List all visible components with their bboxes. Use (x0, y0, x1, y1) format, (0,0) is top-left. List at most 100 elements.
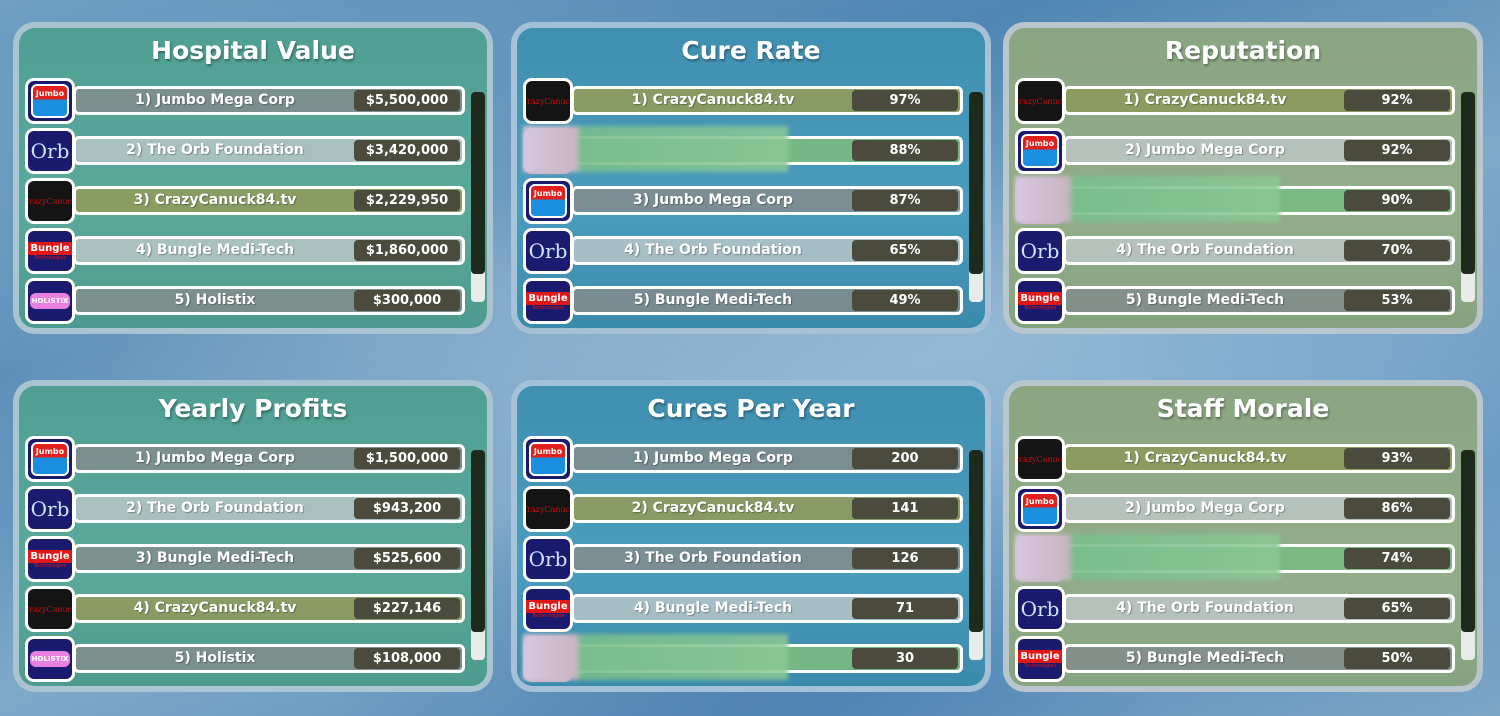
crazycanuck-logo-icon: CrazyCanuck (523, 96, 573, 106)
orb-logo-icon: Orb (30, 139, 70, 163)
leaderboard-row[interactable]: Orb 2) The Orb Foundation $943,200 (25, 486, 465, 532)
company-logo: CrazyCanuck (1015, 436, 1065, 482)
bungle-logo-icon: Bungle (526, 291, 570, 305)
leaderboard-panel: Cure Rate CrazyCanuck 1) CrazyCanuck84.t… (511, 22, 991, 334)
leaderboard-row[interactable]: CrazyCanuck 2) CrazyCanuck84.tv 141 (523, 486, 963, 532)
leaderboard-row[interactable]: CrazyCanuck 1) CrazyCanuck84.tv 97% (523, 78, 963, 124)
stat-value: 30 (852, 648, 958, 669)
leaderboard-row[interactable]: Jumbo 3) Jumbo Mega Corp 87% (523, 178, 963, 224)
bungle-logo-sub: Technologies (1023, 662, 1057, 669)
company-logo: CrazyCanuck (25, 586, 75, 632)
leaderboard-row[interactable]: 30 (523, 634, 963, 682)
panel-title: Cures Per Year (647, 394, 855, 423)
blurred-player-entry (523, 634, 788, 680)
leaderboard-row[interactable]: HOLISTIX 5) Holistix $108,000 (25, 636, 465, 682)
leaderboard-row[interactable]: 88% (523, 126, 963, 174)
panel-title: Hospital Value (151, 36, 355, 65)
company-name: 2) Jumbo Mega Corp (1125, 142, 1285, 158)
row-bar: 4) The Orb Foundation 65% (1063, 594, 1455, 623)
company-logo: Bungle Technologies (1015, 278, 1065, 324)
crazycanuck-logo-icon: CrazyCanuck (25, 196, 75, 206)
scrollbar-thumb[interactable] (471, 92, 485, 274)
leaderboard-row[interactable]: Bungle Technologies 5) Bungle Medi-Tech 5… (1015, 278, 1455, 324)
row-bar: 1) Jumbo Mega Corp $5,500,000 (73, 86, 465, 115)
leaderboard-panel: Hospital Value Jumbo 1) Jumbo Mega Corp … (13, 22, 493, 334)
leaderboard-row[interactable]: Orb 3) The Orb Foundation 126 (523, 536, 963, 582)
leaderboard-row[interactable]: Jumbo 1) Jumbo Mega Corp $1,500,000 (25, 436, 465, 482)
row-bar: 3) Bungle Medi-Tech $525,600 (73, 544, 465, 573)
company-name: 2) The Orb Foundation (126, 500, 304, 516)
row-bar: 2) CrazyCanuck84.tv 141 (571, 494, 963, 523)
row-bar: 2) Jumbo Mega Corp 86% (1063, 494, 1455, 523)
leaderboard-row[interactable]: Jumbo 1) Jumbo Mega Corp $5,500,000 (25, 78, 465, 124)
leaderboard-row[interactable]: HOLISTIX 5) Holistix $300,000 (25, 278, 465, 324)
leaderboard-row[interactable]: Bungle Technologies 5) Bungle Medi-Tech 5… (1015, 636, 1455, 682)
orb-logo-icon: Orb (1020, 597, 1060, 621)
company-logo: CrazyCanuck (1015, 78, 1065, 124)
company-logo: Orb (25, 128, 75, 174)
stat-value: 53% (1344, 290, 1450, 311)
scrollbar[interactable] (471, 92, 485, 302)
scrollbar-thumb[interactable] (1461, 450, 1475, 632)
leaderboard-row[interactable]: Orb 4) The Orb Foundation 65% (523, 228, 963, 274)
leaderboard-row[interactable]: Orb 4) The Orb Foundation 70% (1015, 228, 1455, 274)
stat-value: 126 (852, 548, 958, 569)
company-name: 4) Bungle Medi-Tech (633, 600, 793, 616)
stat-value: 97% (852, 90, 958, 111)
stat-value: 74% (1344, 548, 1450, 569)
scrollbar[interactable] (1461, 450, 1475, 660)
leaderboard-row[interactable]: CrazyCanuck 4) CrazyCanuck84.tv $227,146 (25, 586, 465, 632)
row-bar: 1) CrazyCanuck84.tv 93% (1063, 444, 1455, 473)
leaderboard-row[interactable]: CrazyCanuck 1) CrazyCanuck84.tv 92% (1015, 78, 1455, 124)
bungle-logo-icon: Bungle (28, 549, 72, 563)
holistix-logo-icon: HOLISTIX (29, 651, 71, 667)
stat-value: 88% (852, 140, 958, 161)
stat-value: 92% (1344, 140, 1450, 161)
leaderboard-row[interactable]: Jumbo 1) Jumbo Mega Corp 200 (523, 436, 963, 482)
scrollbar-thumb[interactable] (969, 92, 983, 274)
scrollbar-thumb[interactable] (471, 450, 485, 632)
company-name: 4) The Orb Foundation (1116, 600, 1294, 616)
row-bar: 3) CrazyCanuck84.tv $2,229,950 (73, 186, 465, 215)
company-logo: Jumbo (1015, 486, 1065, 532)
scrollbar-thumb[interactable] (1461, 92, 1475, 274)
leaderboard-row[interactable]: Bungle Technologies 4) Bungle Medi-Tech 7… (523, 586, 963, 632)
leaderboard-row[interactable]: 74% (1015, 534, 1455, 582)
panel-title: Yearly Profits (158, 394, 348, 423)
scrollbar[interactable] (969, 450, 983, 660)
jumbo-logo-icon: Jumbo (529, 442, 567, 476)
scrollbar[interactable] (969, 92, 983, 302)
leaderboard-row[interactable]: Bungle Technologies 4) Bungle Medi-Tech $… (25, 228, 465, 274)
scrollbar-thumb[interactable] (969, 450, 983, 632)
stat-value: 86% (1344, 498, 1450, 519)
stat-value: $2,229,950 (354, 190, 460, 211)
company-name: 1) Jumbo Mega Corp (135, 92, 295, 108)
jumbo-logo-icon: Jumbo (31, 442, 69, 476)
leaderboard-row[interactable]: Jumbo 2) Jumbo Mega Corp 86% (1015, 486, 1455, 532)
panel-title: Staff Morale (1156, 394, 1330, 423)
leaderboard-row[interactable]: Bungle Technologies 3) Bungle Medi-Tech $… (25, 536, 465, 582)
row-bar: 4) Bungle Medi-Tech $1,860,000 (73, 236, 465, 265)
row-bar: 5) Bungle Medi-Tech 49% (571, 286, 963, 315)
leaderboard-row[interactable]: Orb 4) The Orb Foundation 65% (1015, 586, 1455, 632)
company-name: 3) CrazyCanuck84.tv (133, 192, 297, 208)
leaderboard-row[interactable]: Jumbo 2) Jumbo Mega Corp 92% (1015, 128, 1455, 174)
leaderboard-row[interactable]: 90% (1015, 176, 1455, 224)
leaderboard-row[interactable]: Orb 2) The Orb Foundation $3,420,000 (25, 128, 465, 174)
bungle-logo-icon: Bungle (28, 241, 72, 255)
stat-value: 70% (1344, 240, 1450, 261)
leaderboard-row[interactable]: Bungle Technologies 5) Bungle Medi-Tech 4… (523, 278, 963, 324)
bungle-logo-sub: Technologies (33, 562, 67, 569)
holistix-logo-icon: HOLISTIX (29, 293, 71, 309)
bungle-logo-sub: Technologies (531, 304, 565, 311)
scrollbar[interactable] (471, 450, 485, 660)
row-bar: 4) CrazyCanuck84.tv $227,146 (73, 594, 465, 623)
leaderboard-row[interactable]: CrazyCanuck 1) CrazyCanuck84.tv 93% (1015, 436, 1455, 482)
stat-value: $943,200 (354, 498, 460, 519)
scrollbar[interactable] (1461, 92, 1475, 302)
leaderboard-row[interactable]: CrazyCanuck 3) CrazyCanuck84.tv $2,229,9… (25, 178, 465, 224)
stat-value: 92% (1344, 90, 1450, 111)
company-name: 5) Holistix (174, 292, 256, 308)
company-name: 5) Bungle Medi-Tech (633, 292, 793, 308)
row-bar: 3) Jumbo Mega Corp 87% (571, 186, 963, 215)
